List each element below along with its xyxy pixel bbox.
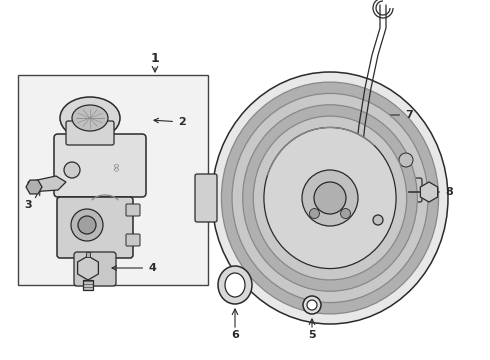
Text: 2: 2 (154, 117, 186, 127)
Circle shape (78, 216, 96, 234)
Text: ∞: ∞ (108, 161, 122, 171)
Ellipse shape (60, 97, 120, 139)
Bar (18, 75, 208, 285)
Circle shape (373, 215, 383, 225)
FancyBboxPatch shape (126, 234, 140, 246)
Ellipse shape (225, 273, 245, 297)
Bar (83, 280, 93, 290)
Text: 1: 1 (150, 51, 159, 64)
Circle shape (399, 153, 413, 167)
Circle shape (71, 209, 103, 241)
Ellipse shape (72, 105, 108, 131)
Text: 5: 5 (308, 330, 316, 340)
Bar (86, 252, 90, 257)
Circle shape (64, 162, 80, 178)
FancyBboxPatch shape (195, 174, 217, 222)
Text: 7: 7 (369, 110, 413, 120)
FancyBboxPatch shape (126, 204, 140, 216)
Circle shape (314, 182, 346, 214)
FancyBboxPatch shape (54, 134, 146, 197)
Text: 3: 3 (24, 200, 32, 210)
Circle shape (307, 300, 317, 310)
Circle shape (302, 170, 358, 226)
Ellipse shape (218, 266, 252, 304)
Polygon shape (28, 176, 66, 192)
Ellipse shape (253, 116, 407, 280)
Text: 8: 8 (414, 187, 453, 197)
Text: 6: 6 (231, 330, 239, 340)
FancyBboxPatch shape (74, 252, 116, 286)
Text: 4: 4 (112, 263, 156, 273)
Ellipse shape (221, 82, 439, 314)
Ellipse shape (232, 94, 428, 302)
Ellipse shape (212, 72, 448, 324)
FancyBboxPatch shape (57, 197, 133, 258)
FancyBboxPatch shape (66, 121, 114, 145)
FancyBboxPatch shape (390, 178, 422, 202)
Circle shape (303, 296, 321, 314)
Circle shape (341, 208, 350, 219)
Circle shape (310, 208, 319, 219)
Ellipse shape (243, 105, 417, 291)
Ellipse shape (264, 127, 396, 269)
